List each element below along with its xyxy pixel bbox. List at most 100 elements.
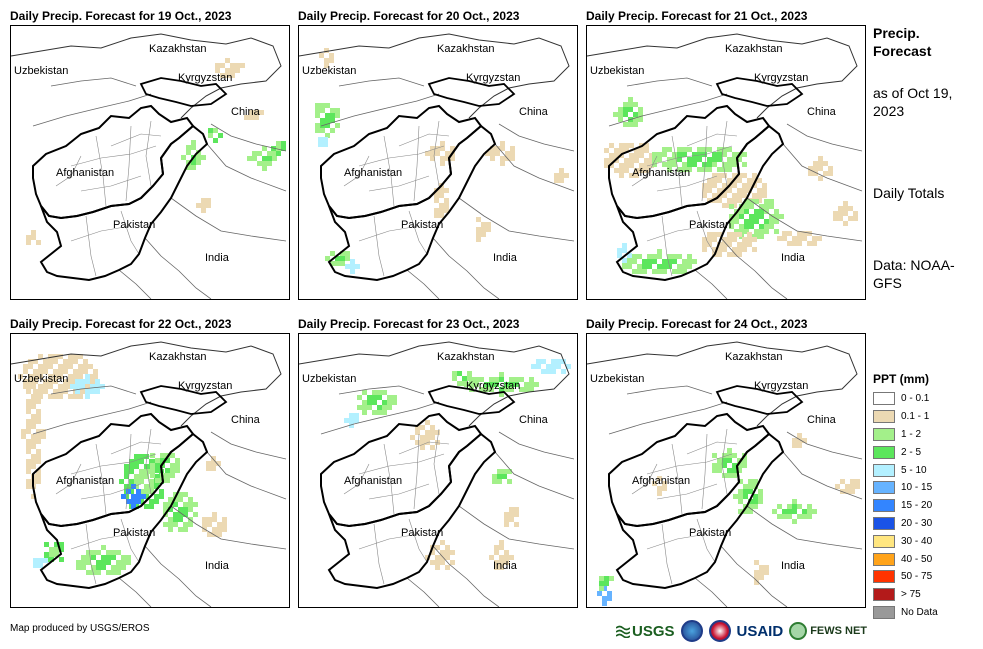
pakistan-outline [39, 432, 209, 590]
precip-cell [722, 453, 727, 458]
precip-cell [737, 468, 742, 473]
precip-cell [828, 171, 833, 176]
precip-cell [435, 430, 440, 435]
precip-cell [44, 552, 49, 557]
border-line [144, 237, 212, 299]
precip-cell [853, 216, 858, 221]
precip-cell [216, 461, 221, 466]
precip-cell [782, 231, 787, 236]
precip-cell [49, 552, 54, 557]
precip-cell [43, 364, 48, 369]
precip-cell [96, 560, 101, 565]
precip-cell [843, 211, 848, 216]
precip-cell [324, 63, 329, 68]
precip-cell [509, 382, 514, 387]
precip-cell [764, 209, 769, 214]
precip-cell [702, 242, 707, 247]
precip-cell [83, 359, 88, 364]
precip-cell [712, 193, 717, 198]
border-line [746, 505, 863, 550]
precip-cell [144, 484, 149, 489]
precip-cell [702, 162, 707, 167]
legend-swatch [873, 481, 895, 495]
precip-cell [262, 156, 267, 161]
precip-cell [732, 183, 737, 188]
precip-cell [802, 509, 807, 514]
province-line [368, 483, 430, 500]
precip-cell [618, 112, 623, 117]
legend-item: > 75 [873, 586, 978, 604]
legend-label: No Data [901, 606, 938, 618]
precip-cell [247, 156, 252, 161]
precip-cell [38, 384, 43, 389]
precip-cell [36, 399, 41, 404]
precip-cell [597, 591, 602, 596]
precip-cell [743, 484, 748, 489]
precip-cell [377, 405, 382, 410]
precip-cell [457, 371, 462, 376]
precip-cell [439, 188, 444, 193]
precip-cell [202, 517, 207, 522]
precip-cell [639, 163, 644, 168]
precip-cell [38, 558, 43, 563]
border-line [458, 197, 575, 242]
precip-cell [657, 476, 662, 481]
legend-swatch [873, 445, 895, 459]
precip-cell [53, 369, 58, 374]
precip-cell [165, 458, 170, 463]
country-label-uzbekistan: Uzbekistan [590, 65, 644, 77]
precip-cell [644, 158, 649, 163]
precip-cell [764, 570, 769, 575]
country-label-kazakhstan: Kazakhstan [149, 351, 206, 363]
precip-cell [95, 379, 100, 384]
precip-cell [54, 542, 59, 547]
precip-cell [257, 161, 262, 166]
precip-cell [188, 522, 193, 527]
precip-cell [717, 463, 722, 468]
precip-cell [744, 199, 749, 204]
precip-cell [175, 463, 180, 468]
precip-cell [742, 152, 747, 157]
precip-cell [843, 221, 848, 226]
precip-cell [262, 161, 267, 166]
precip-cell [677, 147, 682, 152]
precip-cell [215, 63, 220, 68]
precip-cell [323, 142, 328, 147]
precip-cell [717, 152, 722, 157]
precip-cell [139, 489, 144, 494]
precip-cell [26, 479, 31, 484]
precip-cell [509, 387, 514, 392]
precip-cell [382, 410, 387, 415]
precip-cell [732, 157, 737, 162]
precip-cell [63, 379, 68, 384]
precip-cell [78, 389, 83, 394]
precip-cell [732, 247, 737, 252]
precip-cell [632, 259, 637, 264]
precip-cell [330, 118, 335, 123]
precip-cell [31, 230, 36, 235]
forecast-panel-5: Daily Precip. Forecast for 23 Oct., 2023… [298, 317, 578, 617]
precip-cell [276, 151, 281, 156]
precip-cell [604, 158, 609, 163]
precip-cell [38, 563, 43, 568]
precip-cell [697, 167, 702, 172]
precip-cell [604, 576, 609, 581]
precip-cell [440, 560, 445, 565]
precip-cell [207, 517, 212, 522]
precip-cell [744, 219, 749, 224]
precip-cell [392, 400, 397, 405]
province-line [373, 523, 385, 585]
precip-cell [206, 203, 211, 208]
precip-cell [91, 550, 96, 555]
legend-title: PPT (mm) [873, 372, 930, 386]
precip-cell [759, 204, 764, 209]
precip-cell [208, 128, 213, 133]
precip-cell [134, 459, 139, 464]
precip-cell [53, 379, 58, 384]
precip-cell [430, 435, 435, 440]
precip-cell [31, 494, 36, 499]
country-label-china: China [231, 414, 261, 426]
precip-cell [78, 369, 83, 374]
precip-cell [509, 555, 514, 560]
precip-cell [732, 173, 737, 178]
